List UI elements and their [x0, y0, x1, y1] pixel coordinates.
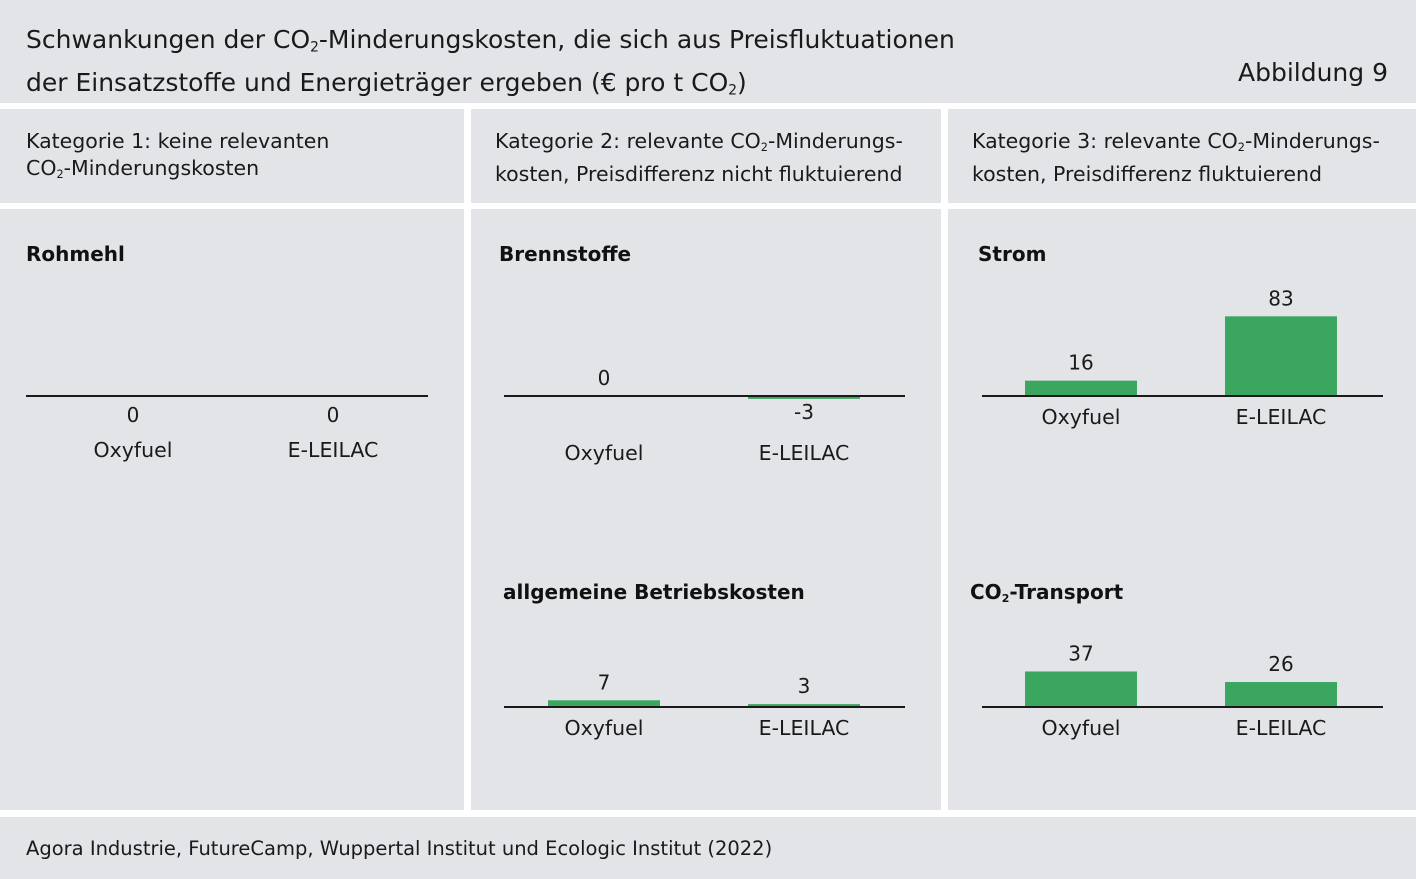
category-label: Oxyfuel: [1042, 405, 1121, 429]
value-label: -3: [794, 400, 814, 424]
category-label: E-LEILAC: [759, 441, 850, 465]
bar-e-leilac: [1225, 682, 1337, 707]
value-label: 0: [598, 366, 611, 390]
chart-title-strom: Strom: [978, 242, 1047, 266]
footer-panel: [0, 817, 1416, 879]
category-label: E-LEILAC: [1236, 405, 1327, 429]
value-label: 16: [1068, 351, 1093, 375]
category-label: Oxyfuel: [565, 716, 644, 740]
value-label: 3: [798, 674, 811, 698]
chart-title-rohmehl: Rohmehl: [26, 242, 125, 266]
bar-oxyfuel: [1025, 671, 1137, 707]
bar-e-leilac: [748, 396, 860, 399]
category-label: E-LEILAC: [288, 438, 379, 462]
value-label: 0: [327, 403, 340, 427]
category-1-body-panel: [0, 209, 464, 810]
category-2-label: Kategorie 2: relevante CO2-Minderungs- k…: [495, 129, 903, 186]
chart-title-co2-transport: CO2-Transport: [970, 580, 1124, 605]
figure-label: Abbildung 9: [1237, 58, 1388, 87]
bar-e-leilac: [748, 704, 860, 707]
bar-oxyfuel: [1025, 380, 1137, 396]
bar-oxyfuel: [548, 700, 660, 707]
category-label: E-LEILAC: [1236, 716, 1327, 740]
chart-title-betriebskosten: allgemeine Betriebskosten: [503, 580, 805, 604]
figure-title: Schwankungen der CO2-Minderungskosten, d…: [26, 25, 955, 99]
value-label: 7: [598, 670, 611, 694]
category-label: Oxyfuel: [94, 438, 173, 462]
chart-title-brennstoffe: Brennstoffe: [499, 242, 632, 266]
category-3-label: Kategorie 3: relevante CO2-Minderungs- k…: [972, 129, 1380, 186]
category-2-body-panel: [471, 209, 941, 810]
category-label: Oxyfuel: [1042, 716, 1121, 740]
category-3-header-panel: [948, 109, 1416, 203]
value-label: 0: [127, 403, 140, 427]
value-label: 83: [1268, 286, 1293, 310]
category-1-label: Kategorie 1: keine relevanten CO2-Minder…: [26, 129, 330, 181]
category-3-body-panel: [948, 209, 1416, 810]
category-2-header-panel: [471, 109, 941, 203]
source-note: Agora Industrie, FutureCamp, Wuppertal I…: [26, 837, 773, 860]
category-label: Oxyfuel: [565, 441, 644, 465]
bar-e-leilac: [1225, 316, 1337, 396]
value-label: 37: [1068, 641, 1093, 665]
category-label: E-LEILAC: [759, 716, 850, 740]
category-1-header-panel: [0, 109, 464, 203]
header-panel: [0, 0, 1416, 103]
value-label: 26: [1268, 652, 1293, 676]
